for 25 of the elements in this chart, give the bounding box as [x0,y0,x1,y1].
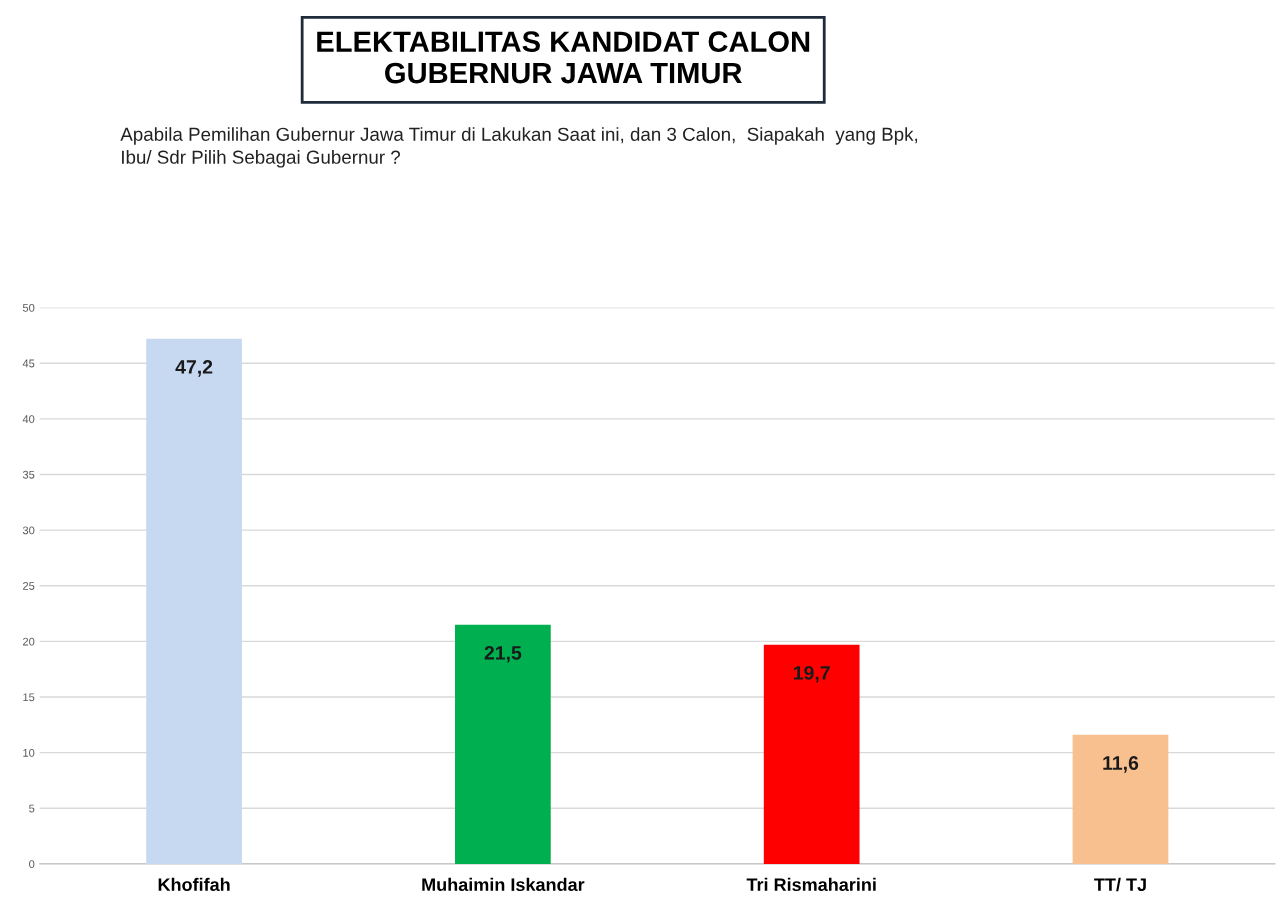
data-label: 11,6 [1103,756,1139,773]
bar [146,338,242,864]
y-tick-label: 0 [29,860,35,869]
bar [763,644,860,864]
data-label: 47,2 [175,360,213,377]
y-tick-label: 25 [23,582,35,590]
y-tick-label: 15 [23,693,35,702]
y-tick-label: 40 [22,415,35,424]
y-tick-label: 5 [29,804,35,813]
y-tick-label: 20 [23,637,35,646]
x-tick-label: Tri Rismaharini [746,877,876,892]
data-label: 21,5 [484,645,522,663]
chart-subtitle: Apabila Pemilihan Gubernur Jawa Timur di Lakukan Saat ini, dan 3 Calon, Siapakah yang Bpk, Ibu/ Sdr Pilih Sebagai Gubernur ? [120,127,918,168]
data-label: 19,7 [793,666,830,683]
bar [1072,734,1169,864]
y-tick-label: 30 [22,526,35,535]
y-tick-label: 45 [22,359,35,368]
y-tick-label: 10 [23,748,35,757]
x-tick-label: TT/ TJ [1094,877,1146,892]
x-tick-label: Muhaimin Iskandar [422,877,585,892]
chart-title: ELEKTABILITAS KANDIDAT CALON GUBERNUR JAWA TIMUR [317,31,810,84]
y-tick-label: 35 [22,470,35,479]
y-tick-label: 50 [22,303,35,312]
x-tick-label: Khofifah [158,877,230,892]
bar [455,624,551,864]
